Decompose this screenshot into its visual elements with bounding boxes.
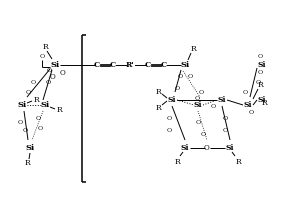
Text: R: R: [190, 45, 196, 53]
Text: O: O: [35, 116, 40, 120]
Text: R: R: [235, 158, 241, 166]
Text: O: O: [22, 128, 28, 132]
Text: R': R': [126, 61, 134, 69]
Text: O: O: [257, 54, 262, 60]
Text: R: R: [155, 88, 161, 96]
Text: O: O: [167, 116, 172, 120]
Text: R: R: [174, 158, 180, 166]
Text: R: R: [155, 104, 161, 112]
Text: Si: Si: [17, 101, 27, 109]
Text: O: O: [200, 132, 206, 138]
Text: R: R: [257, 81, 263, 89]
Text: Si: Si: [26, 144, 34, 152]
Text: O: O: [26, 90, 31, 95]
Text: Si: Si: [50, 61, 60, 69]
Text: Si: Si: [226, 144, 234, 152]
Text: Si: Si: [180, 61, 190, 69]
Text: Si: Si: [218, 96, 226, 104]
Text: R: R: [56, 106, 62, 114]
Text: O: O: [17, 120, 22, 126]
Text: R: R: [42, 43, 48, 51]
Text: O: O: [167, 128, 172, 132]
Text: C: C: [110, 61, 116, 69]
Text: O: O: [257, 70, 262, 74]
Text: O: O: [222, 128, 228, 132]
Text: O: O: [60, 69, 66, 77]
Text: Si: Si: [194, 101, 202, 109]
Text: Si: Si: [244, 101, 252, 109]
Text: O: O: [38, 126, 43, 130]
Text: O: O: [30, 79, 36, 84]
Text: C: C: [145, 61, 151, 69]
Text: R: R: [33, 96, 39, 104]
Text: Si: Si: [40, 101, 50, 109]
Text: Si: Si: [168, 96, 176, 104]
Text: O: O: [195, 120, 201, 126]
Text: R: R: [24, 159, 30, 167]
Text: O: O: [222, 116, 228, 120]
Text: O: O: [177, 74, 183, 79]
Text: O: O: [174, 86, 180, 90]
Text: O: O: [248, 110, 253, 116]
Text: O: O: [210, 104, 216, 110]
Text: O: O: [255, 79, 261, 84]
Text: C: C: [94, 61, 100, 69]
Text: O: O: [194, 96, 200, 100]
Text: O: O: [198, 90, 204, 96]
Text: O: O: [204, 144, 210, 152]
Text: Si: Si: [258, 61, 266, 69]
Text: O: O: [39, 54, 45, 60]
Text: O: O: [242, 90, 247, 96]
Text: O: O: [188, 74, 193, 79]
Text: C: C: [161, 61, 167, 69]
Text: O: O: [45, 79, 51, 84]
Text: Si: Si: [258, 96, 266, 104]
Text: O: O: [50, 73, 56, 81]
Text: Si: Si: [181, 144, 189, 152]
Text: R: R: [262, 99, 268, 107]
Text: O: O: [46, 68, 52, 72]
